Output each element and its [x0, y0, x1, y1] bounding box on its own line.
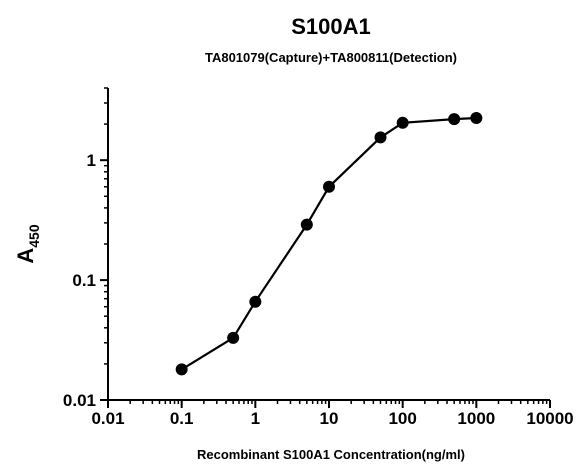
x-tick-label: 100	[388, 409, 416, 428]
y-axis-title: A450	[13, 224, 42, 263]
series-line	[181, 116, 477, 371]
data-point	[396, 116, 409, 129]
data-point	[227, 331, 240, 344]
x-tick-label: 0.1	[170, 409, 194, 428]
x-ticks: 0.01 0.1 1 10 100 1000 10000	[91, 400, 574, 428]
x-axis-title: Recombinant S100A1 Concentration(ng/ml)	[197, 447, 465, 462]
data-point	[448, 113, 461, 126]
x-tick-label: 10	[320, 409, 339, 428]
x-tick-label: 1000	[457, 409, 495, 428]
data-point	[249, 295, 262, 308]
data-point	[300, 218, 313, 231]
chart-title: S100A1	[291, 14, 371, 39]
x-tick-label: 1	[251, 409, 260, 428]
data-point	[175, 363, 188, 376]
y-ticks: 0.01 0.1 1	[63, 87, 108, 410]
y-tick-label: 1	[87, 151, 96, 170]
y-tick-label: 0.01	[63, 391, 96, 410]
axes	[107, 88, 550, 401]
chart-subtitle: TA801079(Capture)+TA800811(Detection)	[205, 50, 457, 65]
y-tick-label: 0.1	[72, 271, 96, 290]
data-point	[374, 131, 387, 144]
y-axis-title-main: A	[13, 248, 38, 264]
y-axis-title-subscript: 450	[26, 224, 42, 248]
data-point	[323, 180, 335, 193]
series-layer	[175, 111, 483, 376]
x-tick-label: 0.01	[91, 409, 124, 428]
x-tick-label: 10000	[526, 409, 573, 428]
data-point	[470, 111, 483, 124]
